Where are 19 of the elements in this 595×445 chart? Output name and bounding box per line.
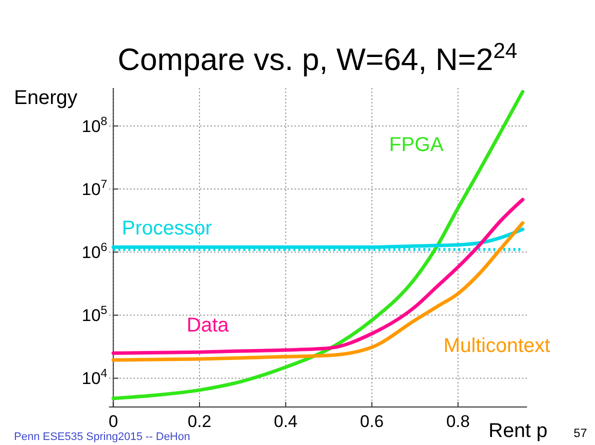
y-axis-title: Energy bbox=[14, 87, 78, 109]
x-tick-label: 0 bbox=[108, 412, 118, 431]
text: 57 bbox=[574, 426, 588, 440]
y-tick-label: 10$^{4}$ bbox=[82, 366, 108, 388]
series-label: Processor bbox=[122, 218, 212, 240]
series-label: Data bbox=[186, 314, 230, 337]
x-axis-title: Rent p bbox=[488, 420, 548, 442]
series-label: Multicontext bbox=[443, 335, 551, 358]
text: Penn ESE535 Spring2015 -- DeHon bbox=[14, 431, 190, 443]
x-tick-label: 0.2 bbox=[188, 412, 212, 431]
y-tick-label: 10$^{7}$ bbox=[82, 177, 108, 200]
x-tick-label: 0.8 bbox=[446, 412, 470, 431]
x-tick-label: 0.4 bbox=[274, 412, 298, 431]
series-label: FPGA bbox=[389, 134, 444, 156]
y-tick-label: 10$^{5}$ bbox=[82, 303, 108, 326]
chart-title: Compare vs. p, W=64, N=2$^{24}$ bbox=[118, 38, 518, 77]
y-tick-label: 10$^{6}$ bbox=[82, 240, 108, 262]
y-tick-label: 10$^{8}$ bbox=[82, 114, 108, 136]
x-tick-label: 0.6 bbox=[360, 412, 384, 431]
